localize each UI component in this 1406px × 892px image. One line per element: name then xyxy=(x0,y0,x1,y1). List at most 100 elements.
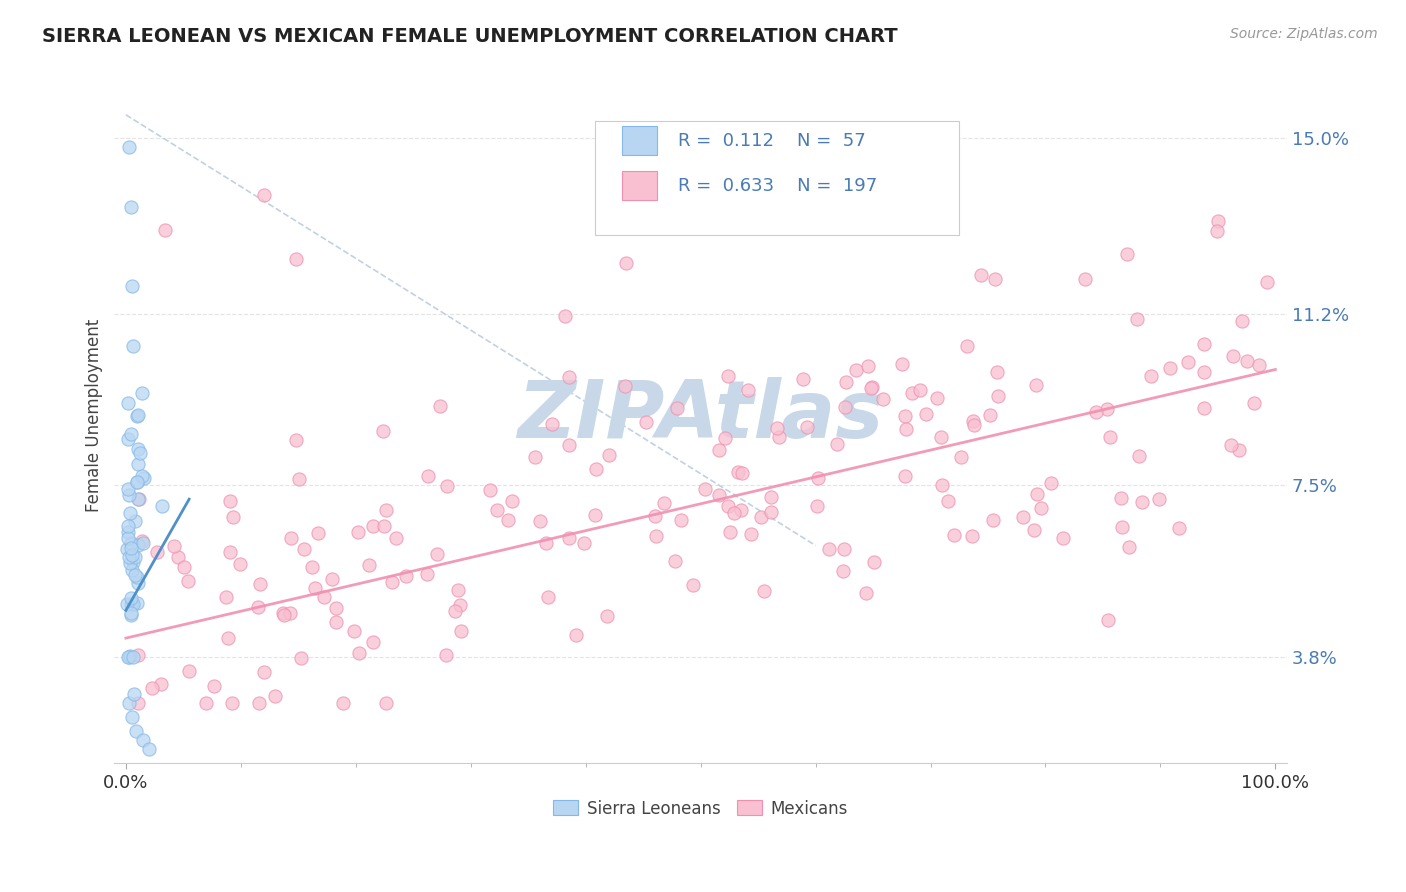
Point xyxy=(984,272,1007,286)
Point xyxy=(644,529,666,543)
Point xyxy=(132,733,155,747)
Point xyxy=(120,541,142,555)
Point xyxy=(891,357,914,371)
Point xyxy=(831,564,853,578)
Legend: Sierra Leoneans, Mexicans: Sierra Leoneans, Mexicans xyxy=(547,793,855,824)
Point xyxy=(127,648,149,663)
Point xyxy=(856,359,879,374)
Point xyxy=(127,491,149,506)
Point xyxy=(825,436,848,450)
Point xyxy=(859,381,882,395)
Point xyxy=(284,252,307,267)
Point xyxy=(835,375,858,389)
Point xyxy=(120,426,142,441)
Point xyxy=(195,696,218,710)
Point xyxy=(1140,369,1163,384)
Point xyxy=(132,536,155,550)
Point xyxy=(929,430,952,444)
Point xyxy=(304,582,326,596)
Point xyxy=(931,478,953,492)
Point xyxy=(1025,487,1047,501)
Point xyxy=(962,418,984,433)
Point xyxy=(664,554,686,568)
Point xyxy=(117,524,139,539)
Point xyxy=(450,624,472,639)
Point xyxy=(149,677,172,691)
Point xyxy=(1025,377,1047,392)
Text: SIERRA LEONEAN VS MEXICAN FEMALE UNEMPLOYMENT CORRELATION CHART: SIERRA LEONEAN VS MEXICAN FEMALE UNEMPLO… xyxy=(42,27,898,45)
Point xyxy=(717,500,740,514)
Point xyxy=(253,665,276,680)
Point xyxy=(249,577,271,591)
Point xyxy=(1118,540,1140,554)
Point xyxy=(557,437,579,451)
Point xyxy=(1098,429,1121,443)
Point xyxy=(727,465,749,479)
Point xyxy=(332,696,354,710)
Point xyxy=(346,525,368,540)
Point xyxy=(557,531,579,545)
Point xyxy=(117,396,139,410)
Point xyxy=(834,541,856,556)
Point xyxy=(121,710,143,724)
Point xyxy=(125,723,148,738)
Point xyxy=(908,383,931,397)
Point xyxy=(669,513,692,527)
Point xyxy=(443,604,465,618)
Point xyxy=(707,443,730,458)
Point xyxy=(215,590,238,604)
Point xyxy=(955,339,977,353)
Point xyxy=(121,549,143,563)
Point xyxy=(749,510,772,524)
Point xyxy=(118,696,141,710)
Point xyxy=(1095,401,1118,416)
Point xyxy=(796,420,818,434)
Point xyxy=(125,570,148,584)
Point xyxy=(173,559,195,574)
Point xyxy=(307,526,329,541)
Point xyxy=(118,488,141,502)
Point xyxy=(896,422,918,436)
Point xyxy=(247,696,270,710)
Point xyxy=(479,483,502,498)
Point xyxy=(117,649,139,664)
Point xyxy=(115,598,138,612)
Point xyxy=(536,591,558,605)
Point xyxy=(290,650,312,665)
Point xyxy=(301,560,323,574)
Point xyxy=(1024,523,1046,537)
Point xyxy=(486,503,509,517)
Point xyxy=(271,606,294,620)
Point xyxy=(1192,401,1215,415)
Point xyxy=(894,409,917,423)
Point xyxy=(863,555,886,569)
Point xyxy=(280,531,302,545)
Point xyxy=(943,527,966,541)
Point xyxy=(120,597,142,611)
Point xyxy=(523,450,546,464)
Point xyxy=(1073,272,1095,286)
Point xyxy=(613,379,636,393)
Point xyxy=(325,601,347,615)
Point xyxy=(177,574,200,588)
Point xyxy=(845,363,868,377)
Text: R =  0.112    N =  57: R = 0.112 N = 57 xyxy=(678,132,866,150)
Point xyxy=(496,513,519,527)
Point xyxy=(1040,476,1063,491)
Y-axis label: Female Unemployment: Female Unemployment xyxy=(86,319,103,512)
Point xyxy=(554,309,576,323)
Point xyxy=(117,518,139,533)
Point xyxy=(121,279,143,293)
Point xyxy=(936,493,959,508)
Point xyxy=(122,687,145,701)
Point xyxy=(163,539,186,553)
Text: R =  0.633    N =  197: R = 0.633 N = 197 xyxy=(678,177,877,195)
Point xyxy=(117,432,139,446)
Point xyxy=(284,434,307,448)
Point xyxy=(416,469,439,483)
Text: ZIPAtlas: ZIPAtlas xyxy=(517,376,884,455)
Point xyxy=(246,599,269,614)
Point xyxy=(416,567,439,582)
Point xyxy=(124,514,146,528)
Point xyxy=(817,541,839,556)
